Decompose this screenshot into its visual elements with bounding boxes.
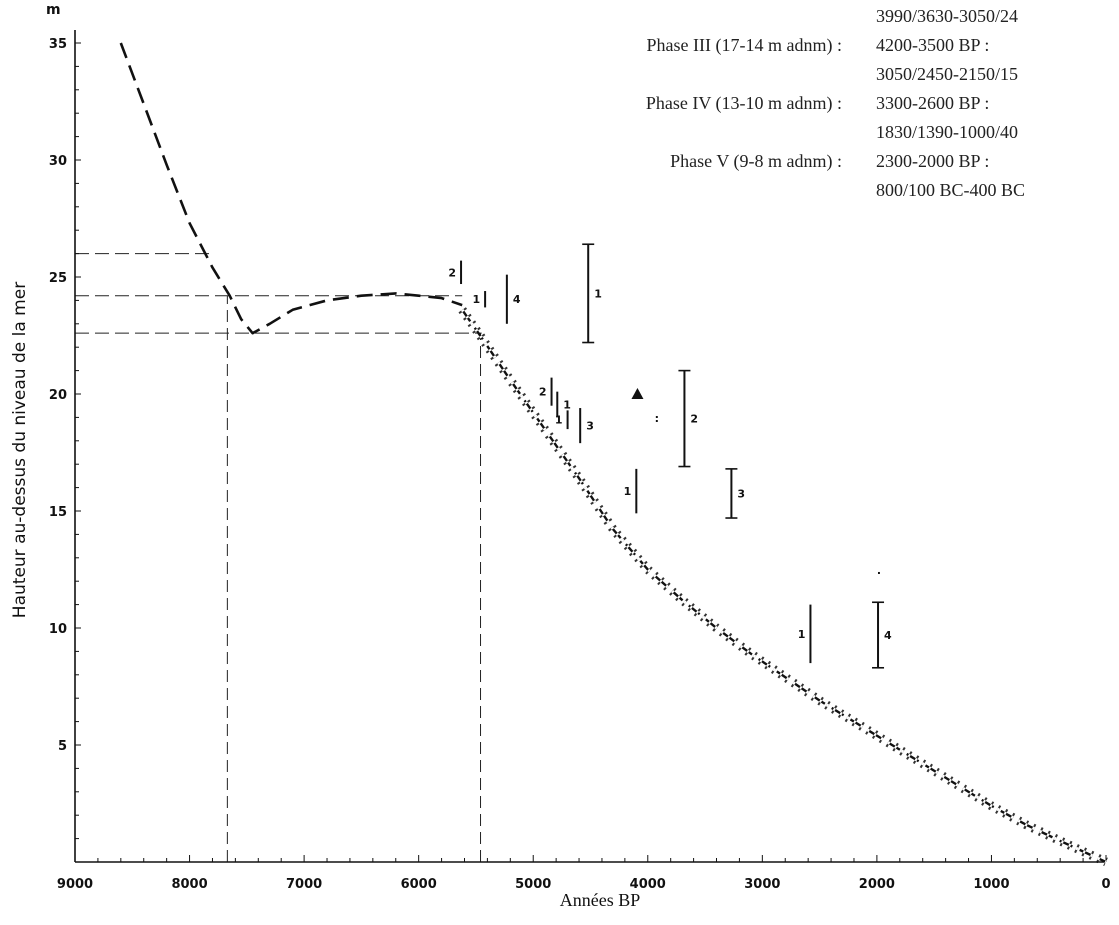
x-tick-label: 9000 [57,877,93,892]
legend-phase-values: 1830/1390-1000/40 [876,122,1018,142]
x-axis-title: Années BP [560,890,641,910]
legend-phase-label: Phase IV (13-10 m adnm) : [646,93,842,114]
x-tick-label: 2000 [859,877,895,892]
range-marker-label: 1 [563,399,571,412]
y-tick-label: 10 [49,622,67,637]
x-tick-label: 3000 [744,877,780,892]
legend-phase-label: Phase V (9-8 m adnm) : [670,151,842,172]
y-tick-label: 25 [49,271,67,286]
range-marker-label: 3 [586,420,594,433]
y-tick-label: 35 [49,37,67,52]
series [119,42,1108,867]
range-marker-label: 1 [472,293,480,306]
y-tick-label: 20 [49,388,67,403]
legend-phase-values: 3990/3630-3050/24 [876,6,1018,26]
sea-level-curve-hatched [461,309,1107,864]
range-marker-label: 1 [624,485,632,498]
y-tick-label: 5 [58,739,67,754]
range-marker-label: 2 [448,266,456,279]
range-marker-label: 3 [737,487,745,500]
x-tick-label: 8000 [171,877,207,892]
range-marker-label: 1 [594,287,602,300]
legend-phase-values: 3050/2450-2150/15 [876,64,1018,84]
y-tick-label: 15 [49,505,67,520]
range-marker-label: 2 [690,413,698,426]
x-tick-label: 1000 [973,877,1009,892]
y-unit-label: m [46,2,61,18]
x-tick-label: 7000 [286,877,322,892]
sea-level-curve-hatching [458,307,1108,867]
x-tick-label: 5000 [515,877,551,892]
x-tick-label: 4000 [630,877,666,892]
legend-phase-values: 3300-2600 BP : [876,93,989,113]
x-tick-label: 6000 [401,877,437,892]
legend-phase-values: 4200-3500 BP : [876,35,989,55]
range-marker-label: 1 [798,628,806,641]
y-axis-title: Hauteur au-dessus du niveau de la mer [10,282,30,618]
reference-lines [75,253,482,862]
range-marker-label: 4 [884,629,892,642]
legend-phase-values: 800/100 BC-400 BC [876,180,1025,200]
annotation-mark: : [655,412,659,425]
legend-phase-values: 2300-2000 BP : [876,151,989,171]
range-marker-label: 2 [539,386,547,399]
annotation-mark: · [877,567,881,580]
sea-level-curve-hatch-gap [460,308,1107,864]
triangle-marker [631,388,644,399]
y-tick-label: 30 [49,154,67,169]
range-marker-label: 1 [555,414,563,427]
legend-block: 3990/3630-3050/24 Phase III (17-14 m adnm… [646,6,1025,200]
sea-level-curve-dashed [119,42,463,335]
legend-phase-label: Phase III (17-14 m adnm) : [647,35,842,56]
range-marker-label: 4 [513,293,521,306]
x-tick-label: 0 [1101,877,1110,892]
